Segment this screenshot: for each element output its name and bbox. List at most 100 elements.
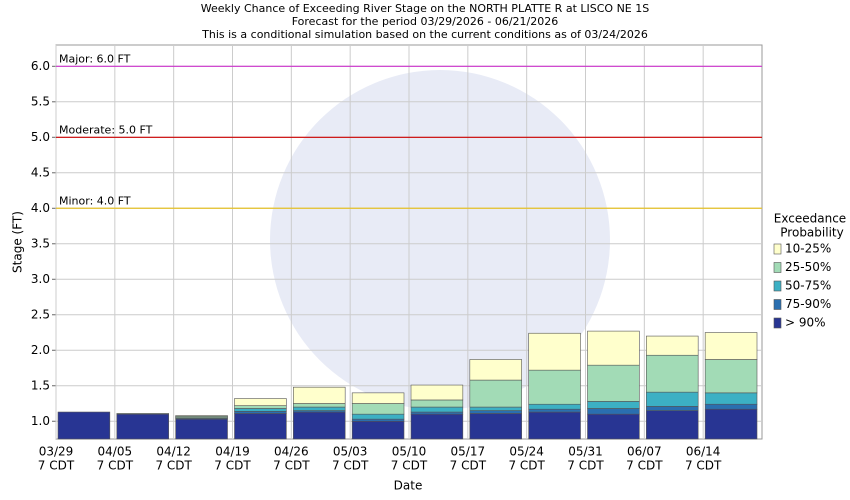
bar-segment bbox=[410, 406, 464, 413]
legend-label: > 90% bbox=[785, 316, 826, 330]
x-tick-sublabel: 7 CDT bbox=[332, 459, 369, 473]
bar-segment bbox=[234, 405, 287, 409]
threshold-label: Moderate: 5.0 FT bbox=[59, 123, 153, 136]
y-tick-label: 6.0 bbox=[31, 59, 50, 73]
bar-segment bbox=[704, 359, 758, 394]
bar-segment bbox=[351, 403, 405, 415]
bar-segment bbox=[587, 330, 640, 366]
y-tick-label: 2.0 bbox=[31, 343, 50, 357]
legend-title: Exceedance bbox=[774, 212, 846, 226]
y-tick-label: 3.0 bbox=[31, 272, 50, 286]
bar-segment bbox=[175, 418, 228, 440]
x-tick-label: 05/03 bbox=[333, 445, 368, 459]
x-tick-sublabel: 7 CDT bbox=[273, 459, 310, 473]
bar-segment bbox=[646, 391, 699, 407]
bar-segment bbox=[116, 413, 169, 440]
legend-swatch bbox=[773, 280, 782, 292]
x-tick-sublabel: 7 CDT bbox=[450, 459, 487, 473]
threshold-label: Major: 6.0 FT bbox=[59, 52, 131, 65]
x-tick-sublabel: 7 CDT bbox=[38, 459, 75, 473]
x-tick-sublabel: 7 CDT bbox=[97, 459, 134, 473]
bar-segment bbox=[234, 398, 287, 406]
bar-segment bbox=[351, 420, 405, 440]
chart-subtitle: Forecast for the period 03/29/2026 - 06/… bbox=[292, 15, 559, 28]
bar-segment bbox=[587, 408, 640, 415]
x-axis-label: Date bbox=[394, 479, 423, 493]
bar-segment bbox=[410, 413, 464, 440]
y-tick-label: 1.0 bbox=[31, 414, 50, 428]
bar-segment bbox=[234, 413, 287, 440]
bar-segment bbox=[293, 403, 346, 408]
bar-segment bbox=[351, 413, 405, 420]
legend-label: 10-25% bbox=[785, 242, 831, 256]
y-tick-label: 4.5 bbox=[31, 165, 50, 179]
watermark bbox=[270, 70, 610, 410]
legend-label: 25-50% bbox=[785, 260, 831, 274]
bar-segment bbox=[587, 401, 640, 409]
bar-segment bbox=[528, 403, 581, 410]
x-tick-sublabel: 7 CDT bbox=[155, 459, 192, 473]
threshold-label: Minor: 4.0 FT bbox=[59, 194, 131, 207]
bar-segment bbox=[410, 399, 464, 408]
y-axis-label: Stage (FT) bbox=[11, 211, 25, 273]
chart-title: Weekly Chance of Exceeding River Stage o… bbox=[201, 2, 649, 15]
bar-segment bbox=[351, 418, 405, 422]
legend-swatch bbox=[773, 299, 782, 310]
bar-segment bbox=[234, 411, 287, 414]
legend-swatch bbox=[773, 262, 782, 273]
x-tick-sublabel: 7 CDT bbox=[391, 459, 428, 473]
bar-segment bbox=[57, 411, 111, 440]
y-tick-label: 5.5 bbox=[31, 94, 50, 108]
legend-label: 75-90% bbox=[785, 297, 831, 311]
x-tick-label: 06/14 bbox=[686, 445, 721, 459]
bar-segment bbox=[528, 332, 581, 371]
bar-segment bbox=[293, 411, 346, 440]
x-tick-label: 03/29 bbox=[39, 445, 74, 459]
bar-segment bbox=[469, 413, 522, 440]
x-tick-sublabel: 7 CDT bbox=[685, 459, 722, 473]
bar-segment bbox=[587, 413, 640, 440]
y-tick-label: 5.0 bbox=[31, 130, 50, 144]
y-tick-label: 1.5 bbox=[31, 378, 50, 392]
x-tick-label: 04/26 bbox=[274, 445, 309, 459]
bar-segment bbox=[469, 379, 522, 408]
bar-segment bbox=[293, 406, 346, 411]
x-tick-label: 04/19 bbox=[215, 445, 250, 459]
bar-segment bbox=[704, 408, 758, 440]
bar-segment bbox=[293, 386, 346, 404]
bar-segment bbox=[410, 384, 464, 401]
x-tick-label: 04/12 bbox=[156, 445, 191, 459]
x-tick-label: 05/24 bbox=[509, 445, 544, 459]
y-tick-label: 3.5 bbox=[31, 236, 50, 250]
bar-segment bbox=[704, 332, 758, 360]
x-tick-label: 05/10 bbox=[392, 445, 427, 459]
bar-segment bbox=[469, 410, 522, 414]
x-tick-sublabel: 7 CDT bbox=[214, 459, 251, 473]
bar-segment bbox=[116, 413, 169, 415]
bar-segment bbox=[646, 410, 699, 440]
x-tick-sublabel: 7 CDT bbox=[626, 459, 663, 473]
bar-segment bbox=[469, 406, 522, 411]
bar-segment bbox=[351, 392, 405, 404]
bar-segment bbox=[646, 335, 699, 356]
legend-title: Probability bbox=[780, 226, 843, 240]
bar-segment bbox=[646, 354, 699, 393]
bar-segment bbox=[587, 364, 640, 402]
bar-segment bbox=[234, 408, 287, 412]
bar-segment bbox=[704, 403, 758, 410]
bar-segment bbox=[646, 406, 699, 411]
bar-segment bbox=[175, 415, 228, 417]
legend-label: 50-75% bbox=[785, 279, 831, 293]
bar-segment bbox=[528, 411, 581, 440]
legend-swatch bbox=[773, 243, 782, 255]
x-tick-label: 05/17 bbox=[451, 445, 486, 459]
x-tick-label: 05/31 bbox=[568, 445, 603, 459]
legend-swatch bbox=[773, 317, 782, 329]
y-tick-label: 4.0 bbox=[31, 201, 50, 215]
bar-segment bbox=[469, 359, 522, 381]
x-tick-sublabel: 7 CDT bbox=[567, 459, 604, 473]
bar-segment bbox=[704, 392, 758, 405]
x-tick-label: 04/05 bbox=[98, 445, 133, 459]
y-tick-label: 2.5 bbox=[31, 307, 50, 321]
